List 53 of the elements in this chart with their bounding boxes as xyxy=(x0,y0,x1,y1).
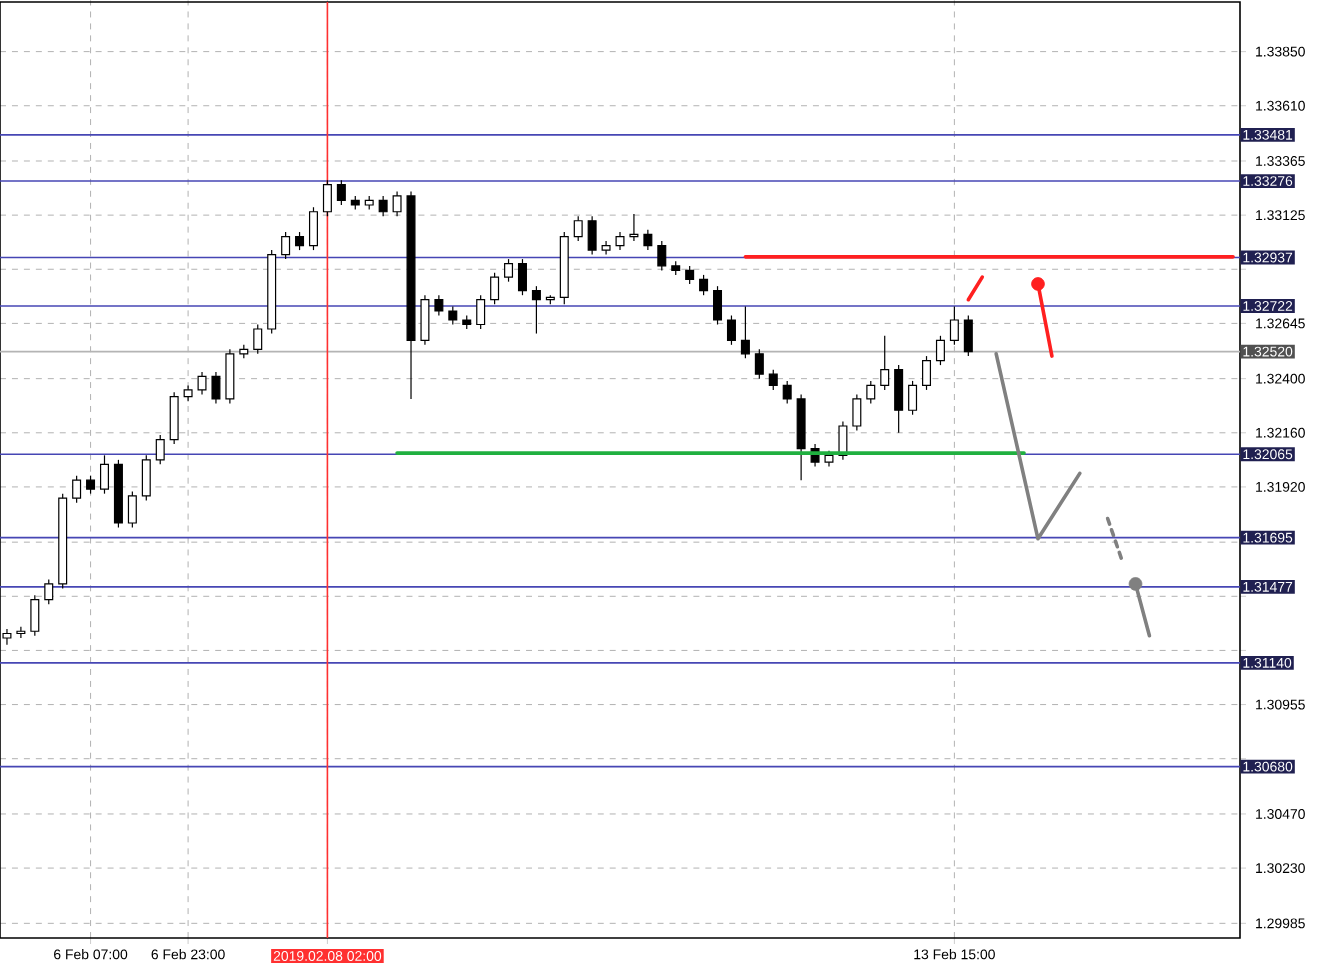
candlestick xyxy=(880,335,890,391)
candlestick xyxy=(866,380,876,405)
candlestick xyxy=(922,355,932,391)
candlestick xyxy=(587,215,597,256)
candlestick xyxy=(308,206,318,251)
candlestick xyxy=(963,314,973,357)
candlestick xyxy=(141,454,151,502)
candlestick xyxy=(713,285,723,326)
candlestick xyxy=(573,215,583,242)
candlestick xyxy=(448,305,458,326)
candlestick xyxy=(699,274,709,296)
candlestick xyxy=(30,594,40,637)
candlestick xyxy=(253,323,263,355)
candlestick xyxy=(504,258,514,283)
candlestick xyxy=(378,195,388,217)
candlestick xyxy=(908,380,918,416)
candlestick xyxy=(615,231,625,251)
candlestick xyxy=(768,369,778,391)
candlestick xyxy=(754,348,764,380)
candlestick xyxy=(295,231,305,251)
candlestick xyxy=(336,179,346,206)
candlestick xyxy=(44,578,54,605)
candlestick xyxy=(657,240,667,271)
candlestick xyxy=(225,348,235,405)
candlestick xyxy=(601,240,611,256)
candlestick xyxy=(169,391,179,445)
candlestick xyxy=(894,364,904,434)
candlestick xyxy=(392,190,402,217)
candlestick xyxy=(726,314,736,346)
candlestick xyxy=(476,294,486,330)
candlestick xyxy=(629,213,639,242)
candlestick xyxy=(935,335,945,366)
candlestick xyxy=(434,294,444,317)
candlestick xyxy=(16,626,26,639)
candlestick xyxy=(517,258,527,296)
candlestick xyxy=(127,490,137,529)
candlestick xyxy=(281,231,291,260)
candlestick xyxy=(531,285,541,335)
candlestick xyxy=(86,475,96,495)
candlestick xyxy=(197,371,207,396)
candlestick xyxy=(685,265,695,285)
candlestick xyxy=(643,229,653,251)
candlestick xyxy=(782,380,792,405)
candlestick xyxy=(420,294,430,346)
candlestick xyxy=(322,179,332,217)
candlestick xyxy=(99,454,109,495)
candlestick xyxy=(72,475,82,504)
candlestick xyxy=(211,371,221,405)
candlestick xyxy=(490,272,500,305)
candlestick xyxy=(740,305,750,359)
candlestick xyxy=(852,393,862,432)
candlestick xyxy=(155,434,165,465)
candlestick xyxy=(949,305,959,346)
